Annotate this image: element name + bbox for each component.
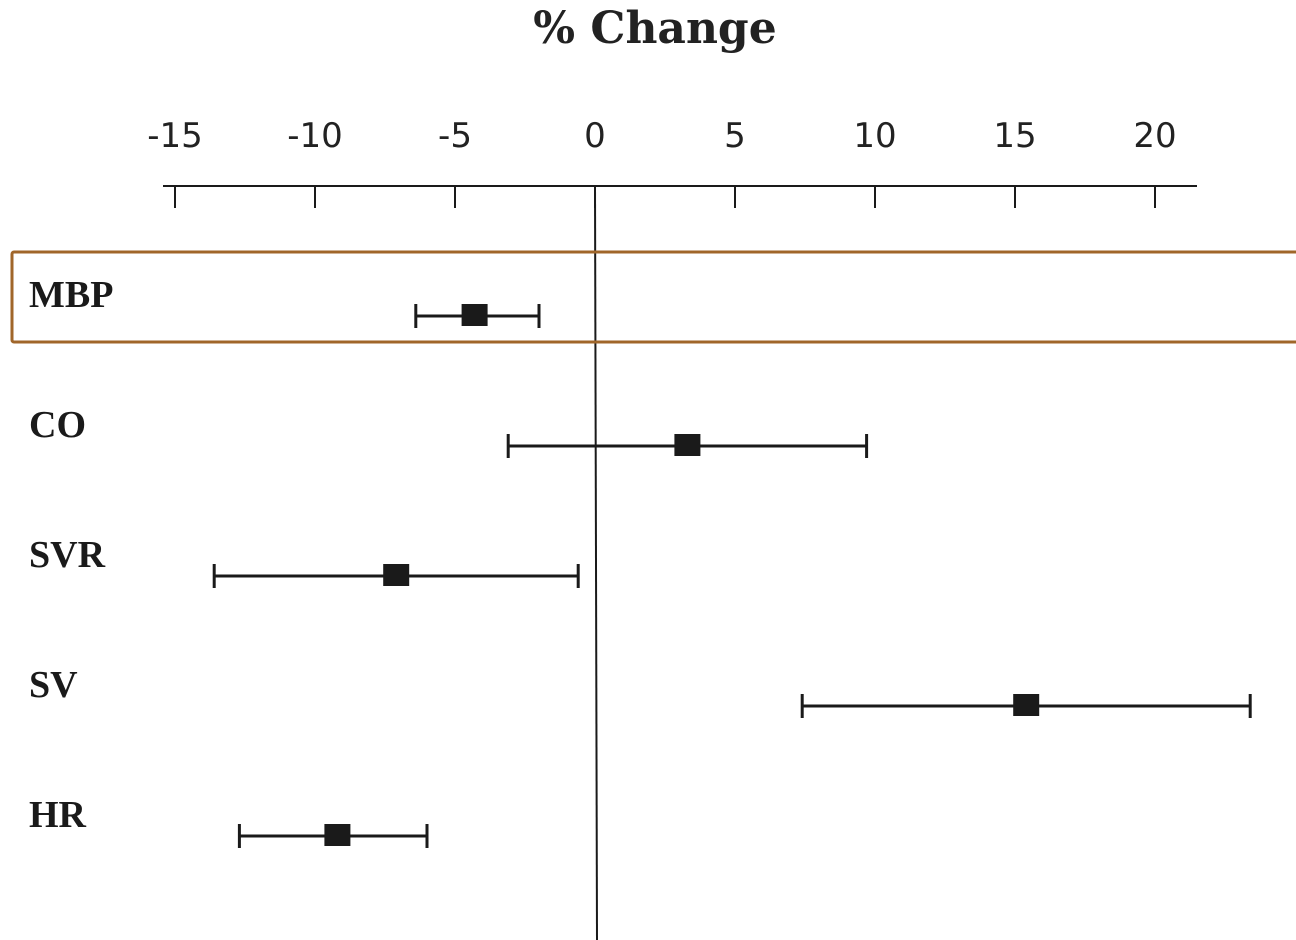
x-tick-label: 10 bbox=[853, 116, 896, 156]
x-tick-label: -15 bbox=[147, 116, 203, 156]
x-tick-label: -5 bbox=[438, 116, 472, 156]
forest-rows: MBP CO SVR SV HR bbox=[29, 274, 1252, 848]
x-tick-label: 0 bbox=[584, 116, 606, 156]
x-tick-label: 20 bbox=[1133, 116, 1176, 156]
forest-row-mbp: MBP bbox=[29, 274, 541, 328]
reference-line-group bbox=[594, 185, 598, 940]
row-label: CO bbox=[29, 404, 86, 446]
point-estimate-marker bbox=[1013, 694, 1040, 716]
forest-row-svr: SVR bbox=[29, 534, 580, 588]
chart-title: % Change bbox=[533, 3, 776, 54]
point-estimate-marker bbox=[383, 564, 410, 586]
highlight-group bbox=[10, 250, 1296, 344]
x-tick-label: 15 bbox=[993, 116, 1036, 156]
point-estimate-marker bbox=[324, 824, 351, 846]
forest-row-sv: SV bbox=[29, 664, 1252, 718]
x-tick-label: -10 bbox=[287, 116, 343, 156]
x-axis: -15 -10 -5 0 5 10 15 20 bbox=[147, 116, 1197, 208]
row-label: HR bbox=[29, 794, 87, 836]
row-label: SV bbox=[29, 664, 78, 706]
row-label: MBP bbox=[29, 274, 113, 316]
forest-row-hr: HR bbox=[29, 794, 429, 848]
highlight-box bbox=[10, 250, 1296, 344]
row-label: SVR bbox=[29, 534, 106, 576]
point-estimate-marker bbox=[461, 304, 488, 326]
forest-row-co: CO bbox=[29, 404, 869, 458]
reference-line-zero bbox=[594, 185, 598, 940]
x-tick-label: 5 bbox=[724, 116, 746, 156]
point-estimate-marker bbox=[674, 434, 701, 456]
